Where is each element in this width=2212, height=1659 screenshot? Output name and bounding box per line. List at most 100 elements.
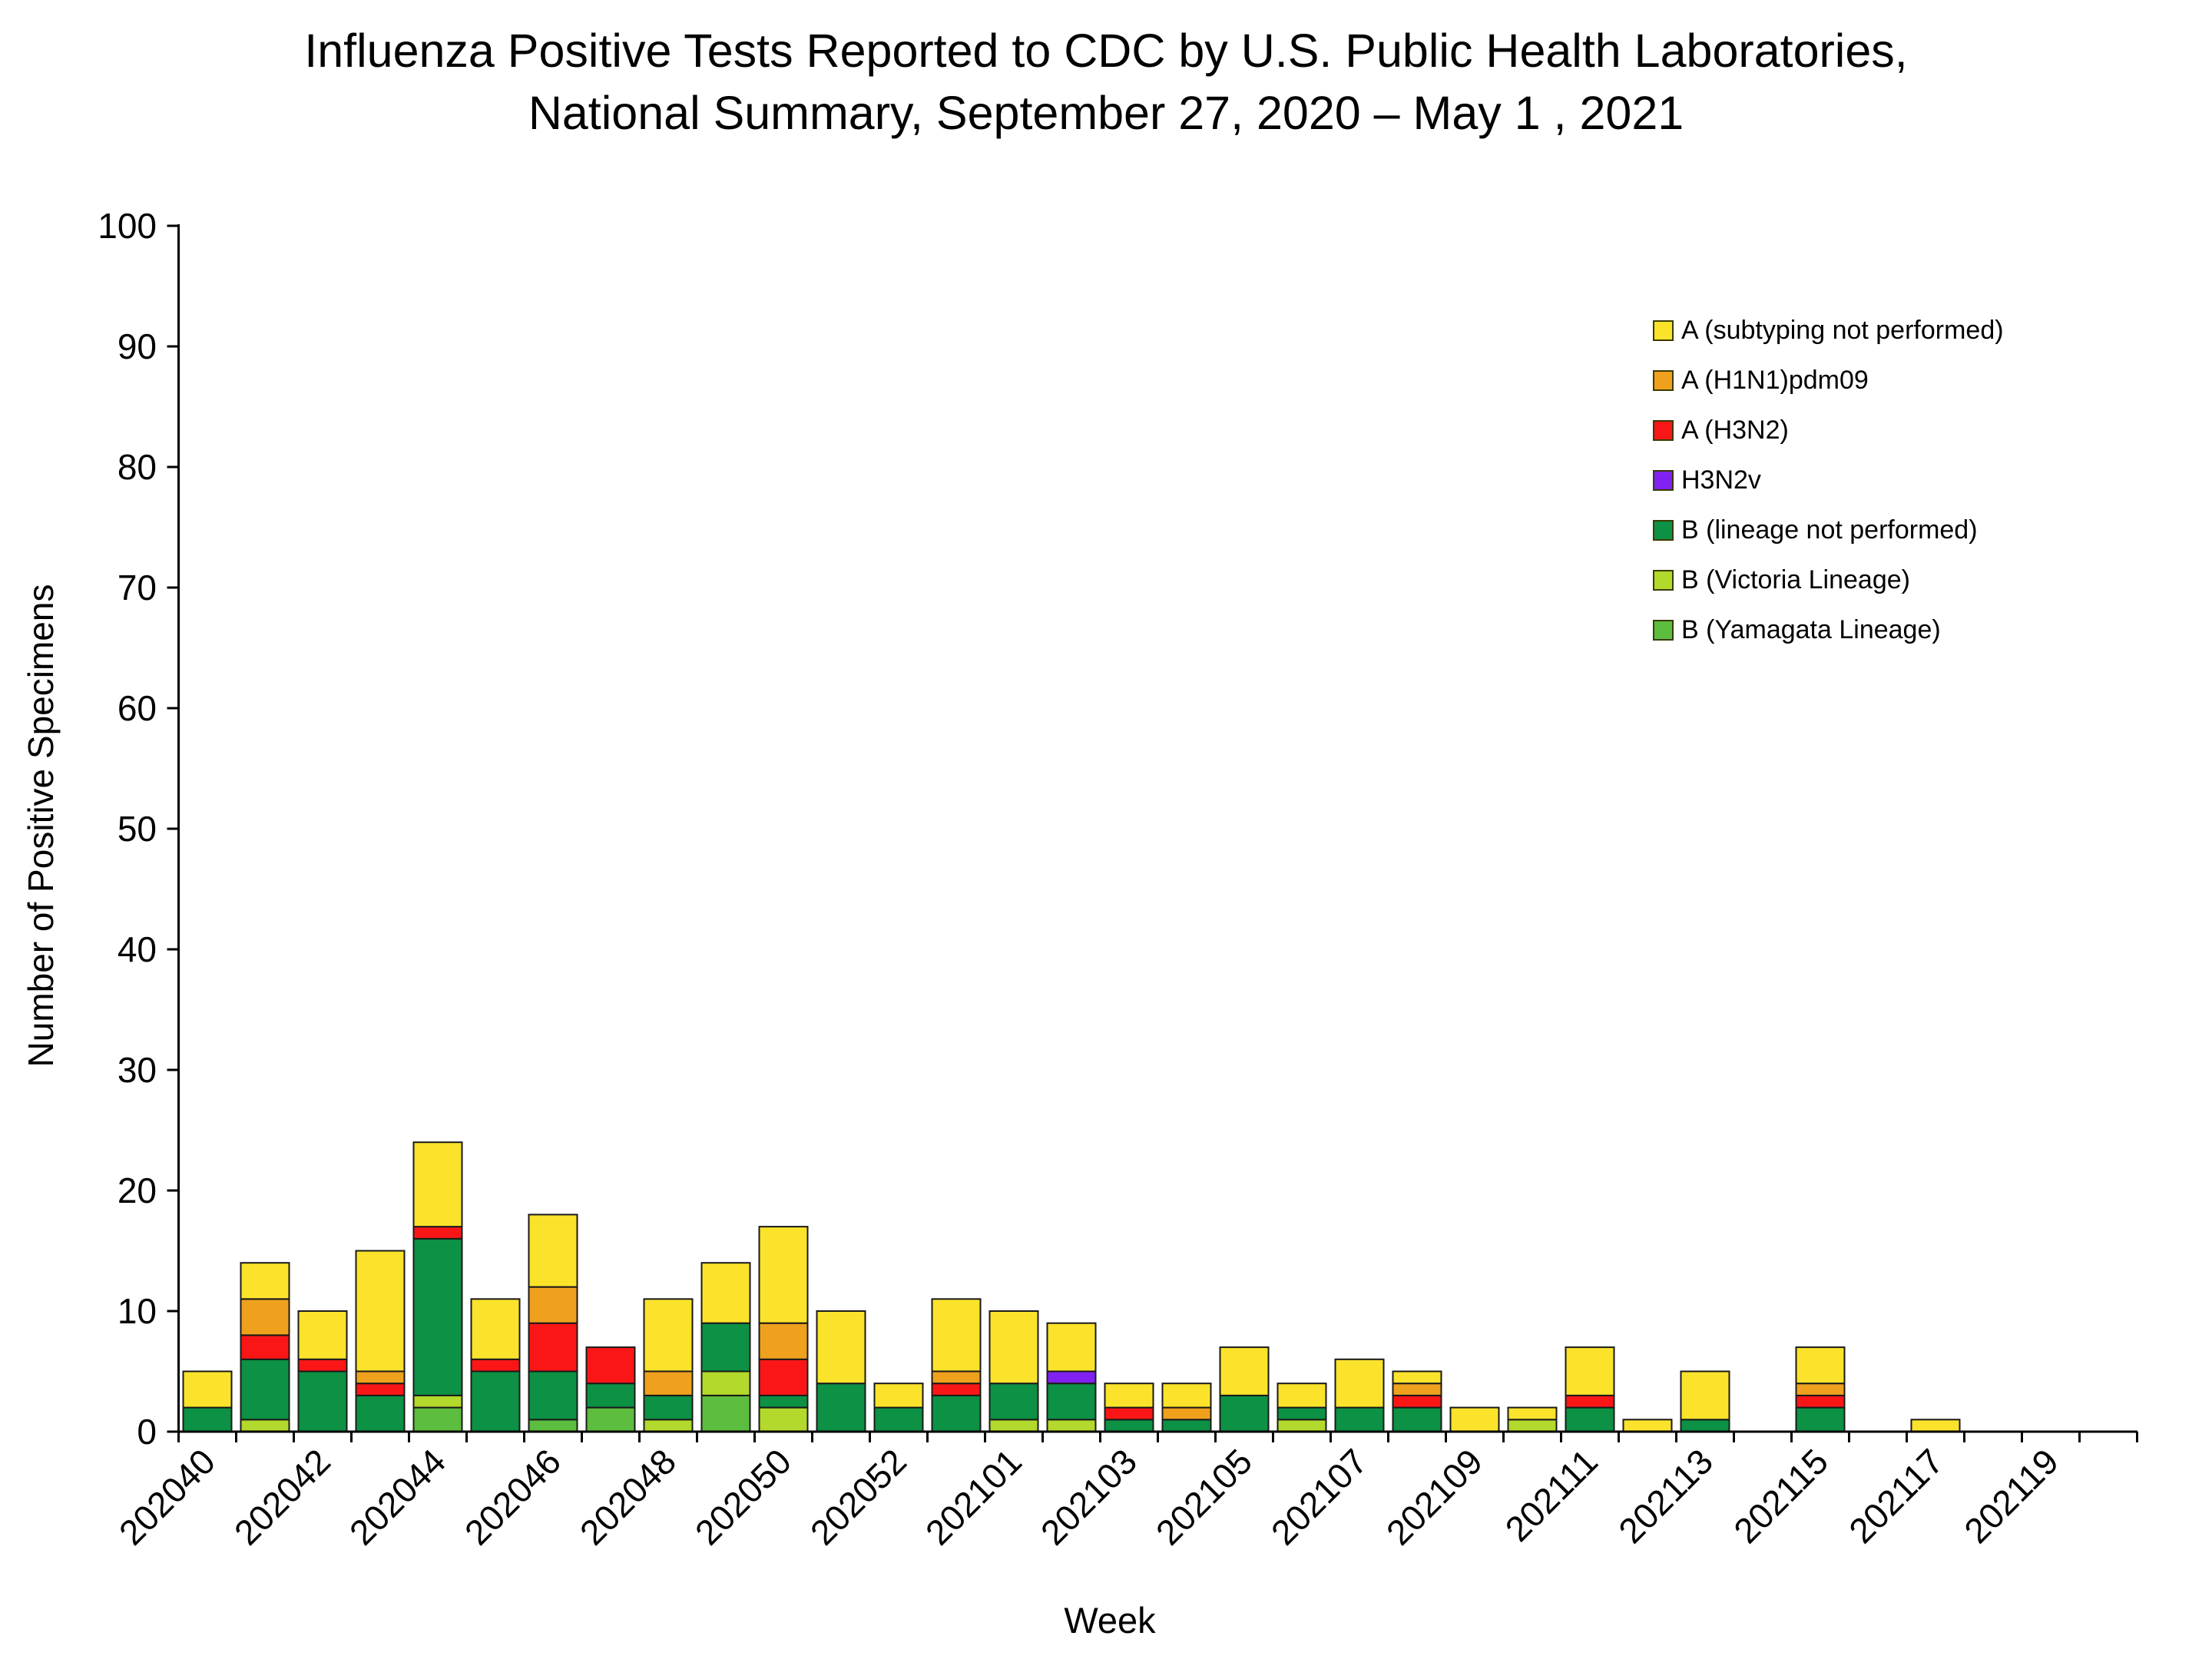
- bar-segment: [528, 1214, 578, 1288]
- bar-segment: [700, 1394, 751, 1433]
- bar-segment: [643, 1394, 694, 1421]
- bar-segment: [700, 1370, 751, 1396]
- x-axis-tick-label: 202103: [1033, 1441, 1144, 1552]
- bar-segment: [758, 1226, 809, 1324]
- legend-label: B (Yamagata Lineage): [1681, 615, 1941, 644]
- bar-segment: [182, 1406, 233, 1432]
- bar-segment: [1910, 1419, 1961, 1433]
- y-axis-tick-label: 50: [118, 809, 157, 849]
- bar-segment: [585, 1406, 636, 1432]
- x-axis-tick-label: 202046: [457, 1441, 568, 1552]
- chart-title-line1: Influenza Positive Tests Reported to CDC…: [304, 25, 1908, 77]
- bar-segment: [355, 1370, 406, 1385]
- bar-segment: [873, 1382, 924, 1409]
- y-axis-tick-label: 100: [98, 206, 157, 246]
- legend-item: A (H1N1)pdm09: [1653, 356, 2004, 406]
- bar-segment: [758, 1394, 809, 1409]
- bar-segment: [1565, 1346, 1615, 1396]
- bar-segment: [1507, 1419, 1558, 1433]
- bar-segment: [1161, 1382, 1212, 1409]
- x-axis-tick-label: 202107: [1263, 1441, 1375, 1552]
- bar-segment: [528, 1419, 578, 1433]
- bar-segment: [412, 1141, 463, 1228]
- bar-segment: [1219, 1394, 1270, 1433]
- bar-segment: [988, 1310, 1039, 1385]
- chart-title-line2: National Summary, September 27, 2020 – M…: [528, 86, 1684, 139]
- legend-item: B (Victoria Lineage): [1653, 555, 2004, 605]
- bar-segment: [1334, 1358, 1385, 1409]
- bar-segment: [1795, 1382, 1846, 1396]
- legend-swatch-icon: [1653, 620, 1674, 641]
- bar-segment: [1565, 1394, 1615, 1409]
- x-axis-tick-label: 202101: [918, 1441, 1029, 1552]
- legend-item: A (subtyping not performed): [1653, 306, 2004, 356]
- bar-segment: [412, 1406, 463, 1432]
- bar-segment: [1046, 1382, 1097, 1421]
- legend-swatch-icon: [1653, 570, 1674, 591]
- bar-segment: [931, 1370, 982, 1385]
- bar-segment: [1104, 1406, 1154, 1421]
- bar-segment: [1622, 1419, 1673, 1433]
- x-axis-tick-label: 202115: [1726, 1441, 1836, 1551]
- bar-segment: [355, 1250, 406, 1373]
- bar-segment: [470, 1358, 521, 1373]
- bar-segment: [1277, 1382, 1327, 1409]
- y-axis-tick-label: 10: [118, 1291, 157, 1331]
- bar-segment: [643, 1419, 694, 1433]
- bar-segment: [412, 1237, 463, 1396]
- bar-segment: [355, 1382, 406, 1396]
- x-axis-tick-label: 202109: [1379, 1441, 1490, 1552]
- legend-label: H3N2v: [1681, 465, 1761, 495]
- legend-item: B (lineage not performed): [1653, 505, 2004, 555]
- y-axis-tick-label: 40: [118, 929, 157, 969]
- bar-segment: [1680, 1370, 1730, 1421]
- x-axis-tick-label: 202117: [1841, 1441, 1951, 1551]
- legend-label: A (subtyping not performed): [1681, 316, 2004, 345]
- bar-segment: [1449, 1406, 1500, 1432]
- bar-segment: [1680, 1419, 1730, 1433]
- legend-label: B (Victoria Lineage): [1681, 565, 1910, 594]
- bar-segment: [1507, 1406, 1558, 1421]
- legend-swatch-icon: [1653, 470, 1674, 491]
- chart-title: Influenza Positive Tests Reported to CDC…: [0, 20, 2212, 144]
- y-axis-tick-label: 60: [118, 688, 157, 728]
- bar-segment: [240, 1334, 290, 1360]
- bar-segment: [700, 1322, 751, 1373]
- bar-segment: [528, 1286, 578, 1324]
- bar-segment: [1277, 1406, 1327, 1421]
- x-axis-tick-label: 202048: [572, 1441, 684, 1552]
- bar-segment: [240, 1262, 290, 1300]
- x-axis-tick-label: 202042: [227, 1441, 338, 1552]
- y-axis-tick-label: 80: [118, 447, 157, 487]
- bar-segment: [816, 1382, 866, 1432]
- bar-segment: [700, 1262, 751, 1324]
- bar-segment: [1219, 1346, 1270, 1396]
- bar-segment: [873, 1406, 924, 1432]
- legend-swatch-icon: [1653, 420, 1674, 441]
- bar-segment: [1334, 1406, 1385, 1432]
- bar-segment: [528, 1370, 578, 1421]
- legend-item: A (H3N2): [1653, 406, 2004, 455]
- legend-label: B (lineage not performed): [1681, 515, 1978, 545]
- bar-segment: [1104, 1419, 1154, 1433]
- x-axis-tick-label: 202044: [342, 1441, 453, 1552]
- x-axis-tick-label: 202119: [1956, 1441, 2066, 1551]
- legend-item: B (Yamagata Lineage): [1653, 605, 2004, 655]
- legend-swatch-icon: [1653, 320, 1674, 341]
- bar-segment: [240, 1298, 290, 1336]
- bar-segment: [1277, 1419, 1327, 1433]
- bar-segment: [988, 1419, 1039, 1433]
- legend-item: H3N2v: [1653, 455, 2004, 505]
- x-axis-title: Week: [1064, 1600, 1156, 1641]
- bar-segment: [240, 1419, 290, 1433]
- bar-segment: [1161, 1419, 1212, 1433]
- bar-segment: [297, 1370, 348, 1432]
- bar-segment: [988, 1382, 1039, 1421]
- legend-swatch-icon: [1653, 520, 1674, 541]
- bar-segment: [355, 1394, 406, 1433]
- bar-segment: [758, 1358, 809, 1396]
- bar-segment: [528, 1322, 578, 1373]
- x-axis-tick-label: 202050: [687, 1441, 799, 1552]
- bar-segment: [1392, 1382, 1442, 1396]
